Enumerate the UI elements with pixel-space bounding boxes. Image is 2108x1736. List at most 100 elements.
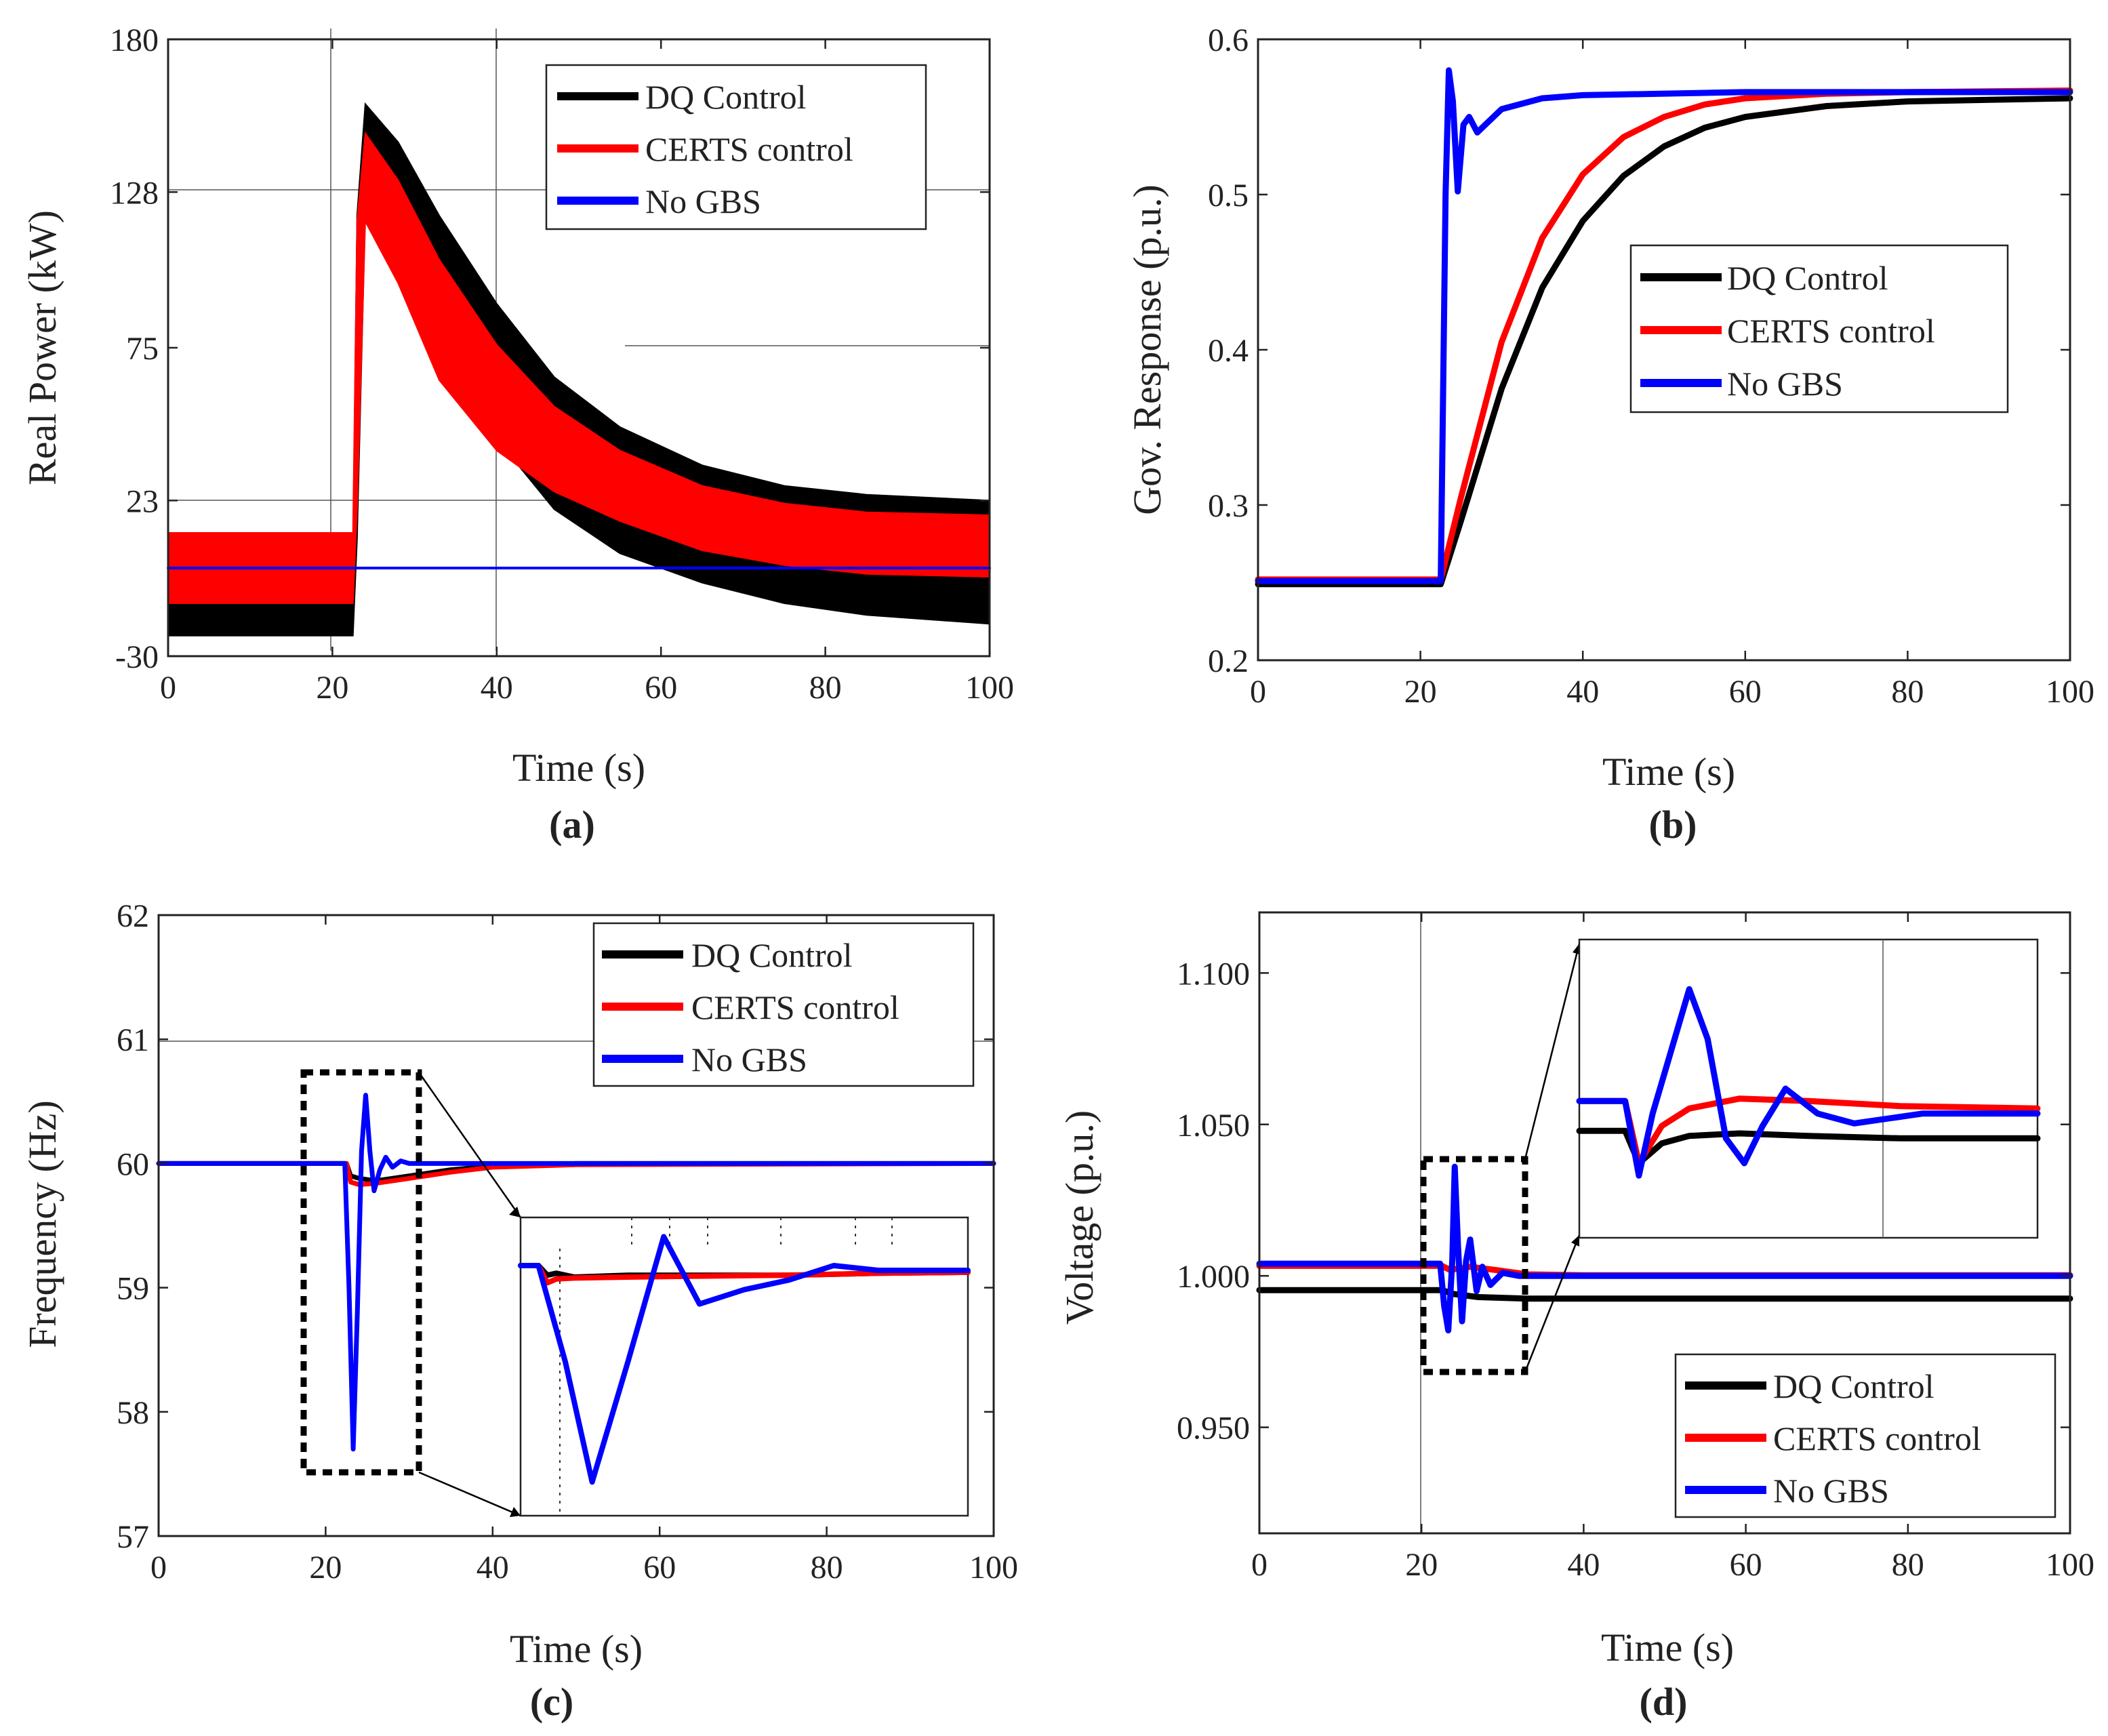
- y-tick-label: 61: [117, 1022, 149, 1058]
- zoom-arrow: [1524, 943, 1581, 1160]
- y-tick-label: 0.6: [1208, 22, 1249, 58]
- panel-c-axes-box: [157, 914, 995, 1537]
- y-tick-label: 180: [110, 22, 159, 58]
- x-tick-label: 100: [965, 670, 1014, 706]
- zoom-arrow: [1524, 1234, 1581, 1373]
- panel-d: 0 20 40 60 80 100 0.950 1.000 1.050 1.100 Time (s…: [1057, 911, 2094, 1724]
- zoom-arrowhead: [510, 1507, 521, 1517]
- panel-c-caption: (c): [530, 1680, 573, 1724]
- legend-label-certs: CERTS control: [1727, 312, 1935, 350]
- legend-label-dq: DQ Control: [1773, 1367, 1934, 1405]
- y-tick-label: 0.3: [1208, 488, 1249, 524]
- legend-label-dq: DQ Control: [645, 78, 807, 116]
- panel-d-ticks: 0 20 40 60 80 100 0.950 1.000 1.050 1.100: [1177, 912, 2094, 1583]
- y-tick-label: 0.950: [1177, 1411, 1250, 1447]
- legend-label-dq: DQ Control: [691, 936, 853, 974]
- panel-d-inset: [1576, 938, 2041, 1239]
- panel-a: 0 20 40 60 80 100 -30 23 75 128 180 Time (s) Real …: [20, 22, 1014, 847]
- panel-a-caption: (a): [549, 803, 595, 847]
- y-tick-label: 0.2: [1208, 643, 1249, 679]
- y-tick-label: 128: [110, 175, 159, 211]
- x-tick-label: 60: [1730, 1547, 1762, 1583]
- x-tick-label: 20: [1404, 674, 1437, 710]
- panel-c-zoom-annotation: [300, 1069, 522, 1517]
- legend-label-nogbs: No GBS: [645, 182, 761, 220]
- panel-c: 0 20 40 60 80 100 57 58 59 60 61 62 Time (s) Freque…: [20, 898, 1018, 1724]
- panel-c-inset-plot: [518, 1234, 971, 1485]
- x-tick-label: 0: [1251, 1547, 1268, 1583]
- y-tick-label: 58: [117, 1395, 149, 1431]
- x-tick-label: 80: [811, 1550, 843, 1586]
- panel-a-ylabel: Real Power (kW): [20, 210, 64, 485]
- panel-b-ylabel: Gov. Response (p.u.): [1125, 184, 1169, 515]
- panel-d-zoom-annotation: [1420, 943, 1582, 1375]
- zoom-arrowhead: [509, 1207, 521, 1217]
- x-tick-label: 0: [1250, 674, 1266, 710]
- y-tick-label: 23: [126, 483, 159, 519]
- panel-a-ticks: 0 20 40 60 80 100 -30 23 75 128 180: [110, 22, 1014, 706]
- x-tick-label: 80: [809, 670, 842, 706]
- panel-c-xlabel: Time (s): [510, 1627, 643, 1671]
- legend-label-dq: DQ Control: [1727, 259, 1888, 297]
- legend-label-nogbs: No GBS: [1773, 1472, 1889, 1510]
- y-tick-label: 1.100: [1177, 956, 1250, 992]
- x-tick-label: 40: [1566, 674, 1599, 710]
- panel-c-inset: [518, 1216, 971, 1517]
- panel-d-caption: (d): [1640, 1680, 1688, 1724]
- x-tick-label: 0: [160, 670, 176, 706]
- x-tick-label: 60: [1729, 674, 1762, 710]
- x-tick-label: 60: [645, 670, 677, 706]
- panel-d-legend: DQ Control CERTS control No GBS: [1674, 1353, 2056, 1518]
- panel-b: 0 20 40 60 80 100 0.2 0.3 0.4 0.5 0.6 Time (s) Gov…: [1125, 22, 2094, 847]
- zoom-arrow: [418, 1072, 522, 1218]
- legend-label-certs: CERTS control: [691, 988, 899, 1026]
- y-tick-label: 60: [117, 1146, 149, 1182]
- panel-a-legend: DQ Control CERTS control No GBS: [545, 64, 927, 230]
- x-tick-label: 100: [2046, 1547, 2094, 1583]
- y-tick-label: 0.5: [1208, 178, 1249, 214]
- y-tick-label: 1.050: [1177, 1108, 1250, 1144]
- x-tick-label: 0: [150, 1550, 167, 1586]
- series-line-dq-control: [1255, 95, 2073, 588]
- x-tick-label: 100: [2046, 674, 2094, 710]
- panel-b-ticks: 0 20 40 60 80 100 0.2 0.3 0.4 0.5 0.6: [1208, 22, 2094, 710]
- zoom-box: [1420, 1156, 1528, 1375]
- x-tick-label: 20: [316, 670, 348, 706]
- y-tick-label: 75: [126, 331, 159, 367]
- y-tick-label: 1.000: [1177, 1259, 1250, 1295]
- y-tick-label: 57: [117, 1519, 149, 1555]
- panel-c-legend: DQ Control CERTS control No GBS: [592, 922, 975, 1087]
- zoom-arrow: [418, 1471, 521, 1517]
- panel-a-xlabel: Time (s): [512, 746, 645, 790]
- x-tick-label: 80: [1892, 1547, 1924, 1583]
- x-tick-label: 20: [1405, 1547, 1438, 1583]
- x-tick-label: 80: [1891, 674, 1924, 710]
- series-line-certs-control: [156, 1160, 996, 1187]
- panel-d-plotarea: [1256, 1163, 2073, 1334]
- legend-label-certs: CERTS control: [645, 130, 853, 168]
- x-tick-label: 60: [643, 1550, 676, 1586]
- x-tick-label: 40: [1567, 1547, 1600, 1583]
- series-line-no-gbs: [1256, 1163, 2073, 1334]
- zoom-box: [300, 1069, 422, 1476]
- x-tick-label: 40: [477, 1550, 509, 1586]
- zoom-arrowhead: [1571, 1235, 1579, 1247]
- panel-d-inset-plot: [1576, 986, 2041, 1179]
- series-line-no-gbs: [1255, 67, 2073, 584]
- panel-b-caption: (b): [1649, 803, 1697, 847]
- legend-label-certs: CERTS control: [1773, 1419, 1981, 1457]
- x-tick-label: 20: [309, 1550, 342, 1586]
- legend-label-nogbs: No GBS: [1727, 365, 1843, 403]
- panel-b-legend: DQ Control CERTS control No GBS: [1629, 244, 2009, 413]
- x-tick-label: 100: [969, 1550, 1018, 1586]
- panel-c-ticks: 0 20 40 60 80 100 57 58 59 60 61 62: [117, 898, 1018, 1586]
- y-tick-label: 59: [117, 1271, 149, 1307]
- panel-c-plotarea: [156, 1093, 996, 1452]
- panel-b-xlabel: Time (s): [1602, 750, 1735, 794]
- inset-series-no-gbs: [518, 1234, 971, 1485]
- panel-b-plotarea: [1255, 67, 2073, 588]
- inset-series-no-gbs: [1576, 986, 2041, 1179]
- legend-label-nogbs: No GBS: [691, 1041, 807, 1078]
- y-tick-label: 62: [117, 898, 149, 934]
- y-tick-label: -30: [115, 639, 159, 675]
